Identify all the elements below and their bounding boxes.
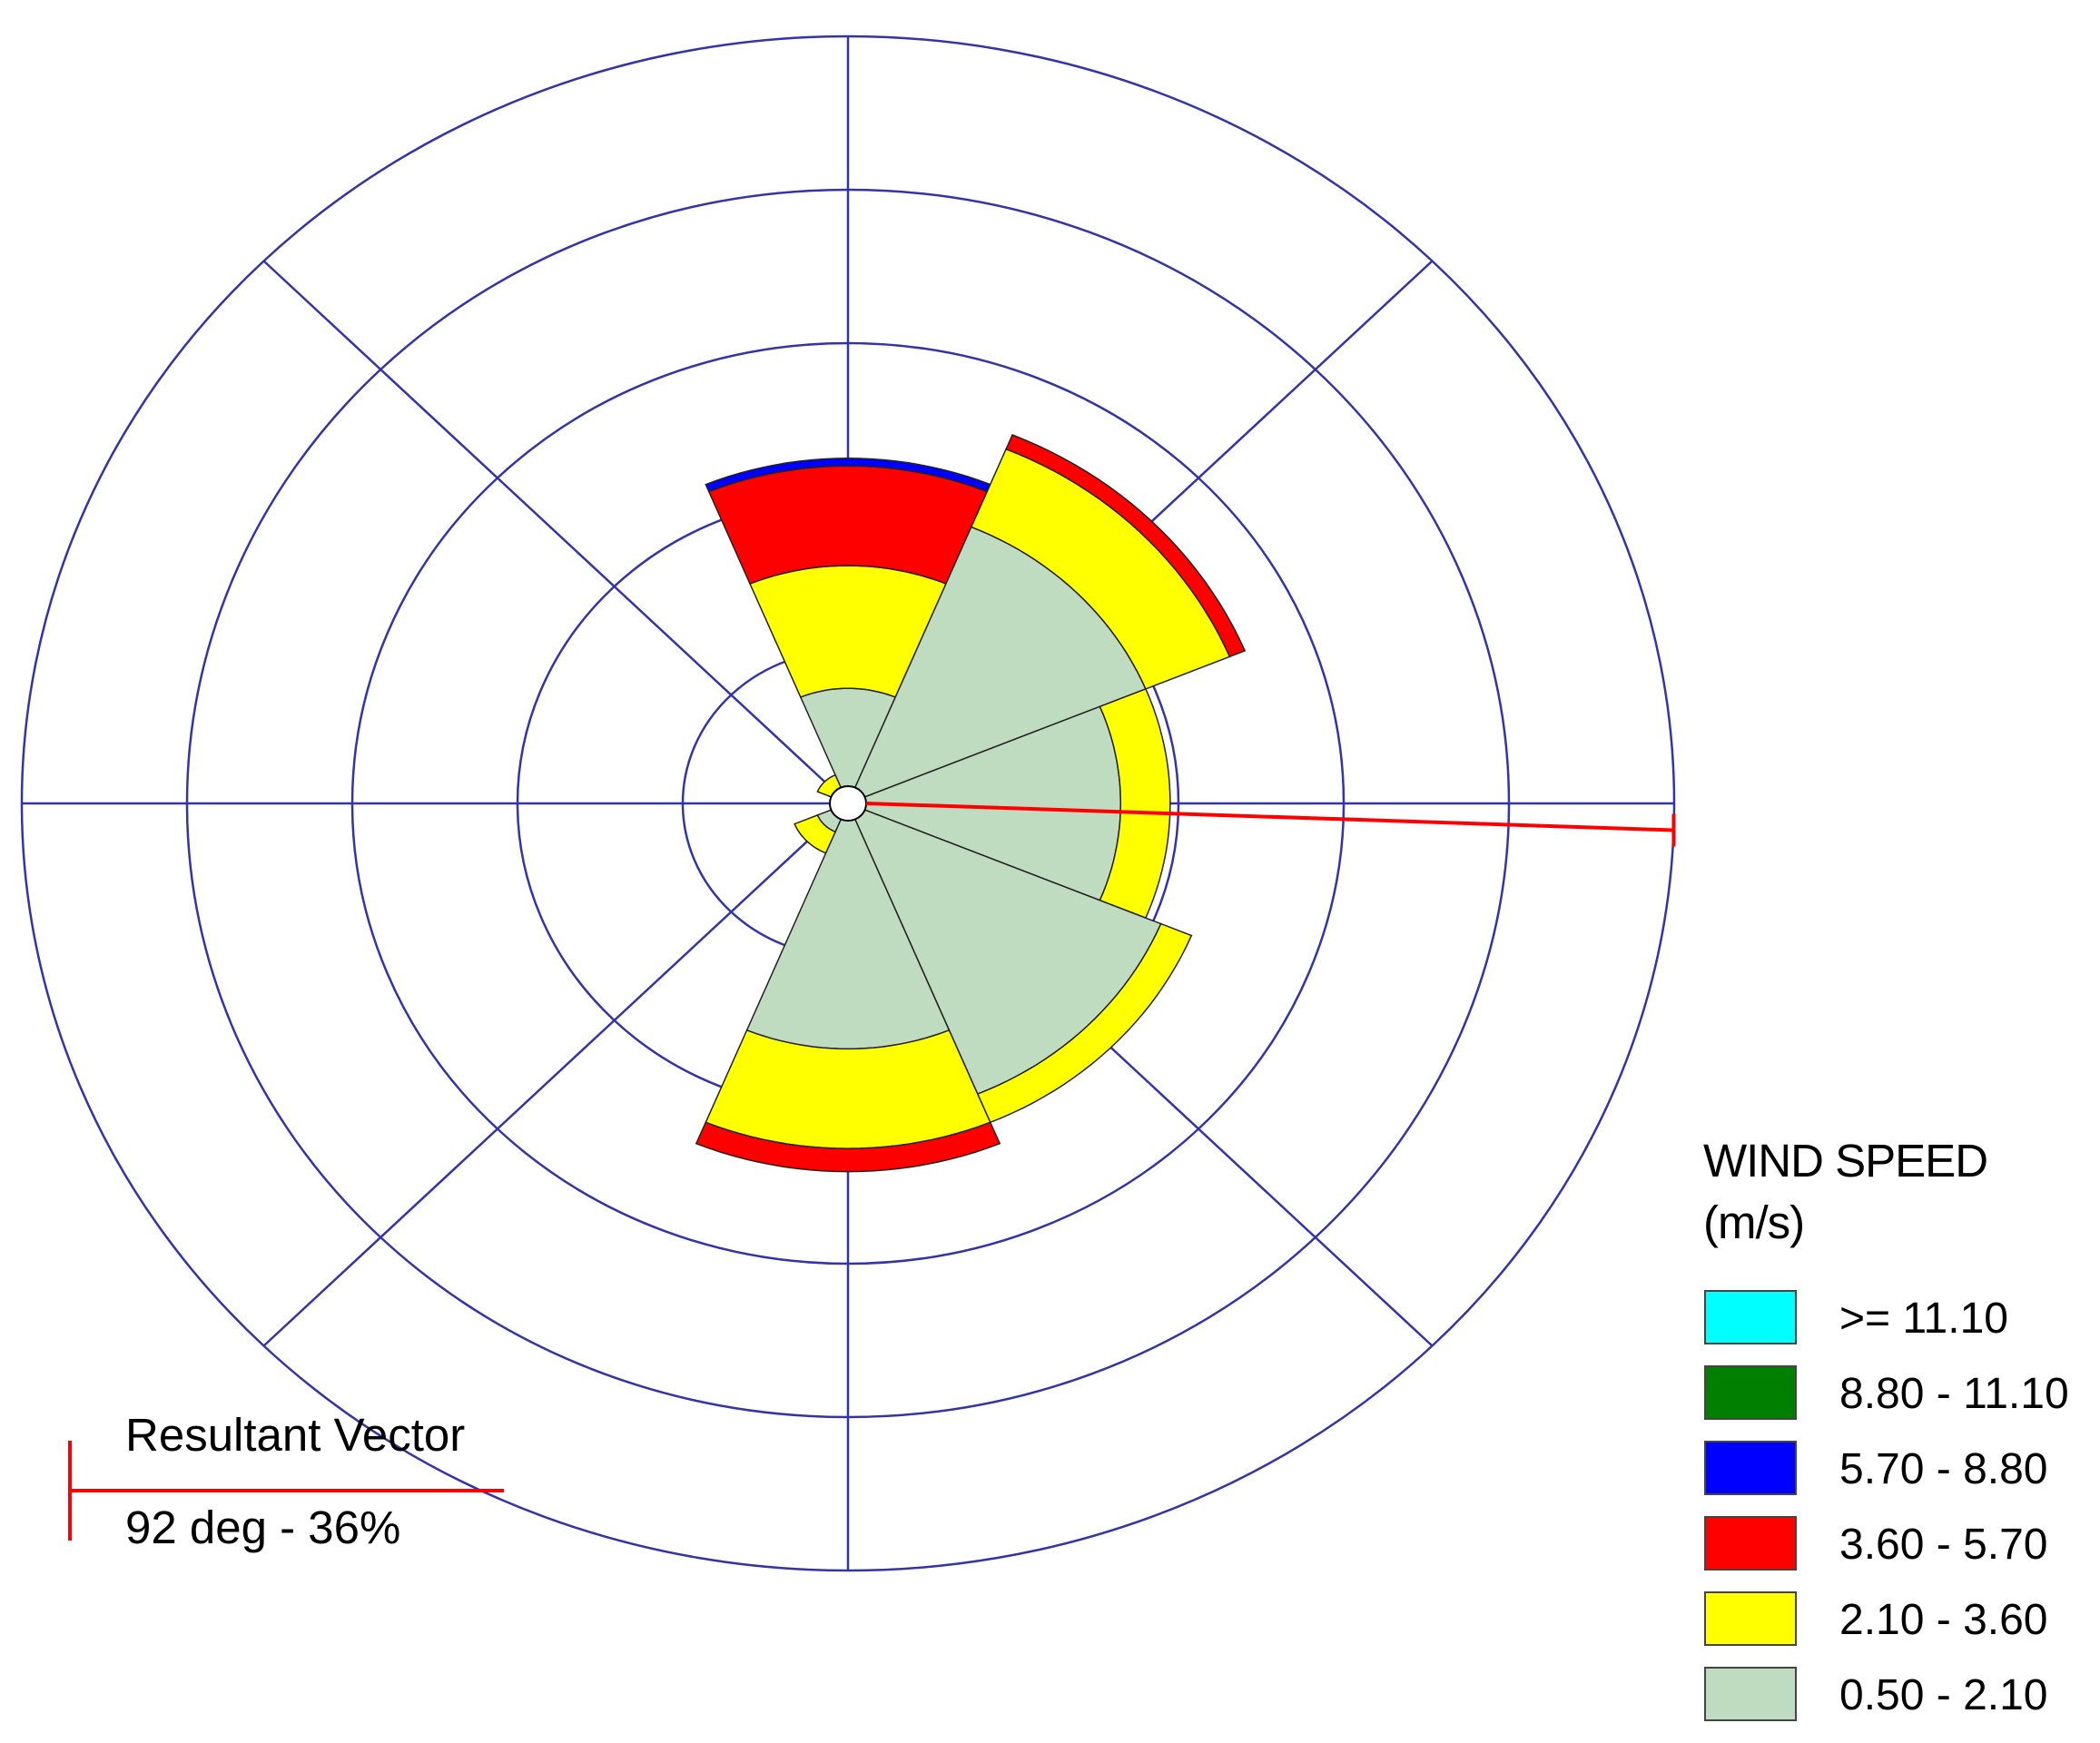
resultant-vector <box>865 802 1674 832</box>
legend-label-2: 5.70 - 8.80 <box>1839 1445 2048 1493</box>
resultant-vector-title: Resultant Vector <box>125 1409 465 1461</box>
legend-label-0: >= 11.10 <box>1839 1295 2008 1343</box>
legend-swatch-5 <box>1704 1667 1797 1721</box>
petal-n-class-2 <box>707 465 989 585</box>
calm-circle <box>829 785 867 822</box>
legend-items: >= 11.10 8.80 - 11.10 5.70 - 8.80 3.60 - 5.… <box>1704 1290 2069 1721</box>
legend: WIND SPEED (m/s) >= 11.10 8.80 - 11.10 5.7… <box>1703 1135 2069 1721</box>
legend-label-3: 3.60 - 5.70 <box>1839 1521 2048 1569</box>
legend-swatch-3 <box>1704 1516 1797 1571</box>
wind-rose-petals <box>695 434 1247 1173</box>
legend-title-line2: (m/s) <box>1703 1196 1804 1248</box>
grid-spoke-315 <box>262 260 849 804</box>
legend-swatch-2 <box>1704 1441 1797 1495</box>
legend-label-4: 2.10 - 3.60 <box>1839 1596 2048 1644</box>
legend-label-5: 0.50 - 2.10 <box>1839 1671 2048 1719</box>
center-circle <box>829 785 867 822</box>
resultant-vector-label: 92 deg - 36% <box>125 1502 400 1553</box>
legend-label-1: 8.80 - 11.10 <box>1839 1370 2069 1418</box>
grid-spoke-225 <box>262 803 849 1347</box>
resultant-vector-line <box>865 802 1676 847</box>
polar-grid <box>20 34 1676 1572</box>
resultant-vector-key: Resultant Vector 92 deg - 36% <box>68 1409 504 1553</box>
petal-sw-class-1 <box>794 813 837 854</box>
legend-swatch-4 <box>1704 1591 1797 1646</box>
legend-swatch-0 <box>1704 1290 1797 1344</box>
petal-s-class-2 <box>695 1121 1001 1173</box>
legend-title-line1: WIND SPEED <box>1703 1135 1987 1187</box>
petal-ne-class-2 <box>1005 434 1247 658</box>
legend-swatch-1 <box>1704 1365 1797 1420</box>
